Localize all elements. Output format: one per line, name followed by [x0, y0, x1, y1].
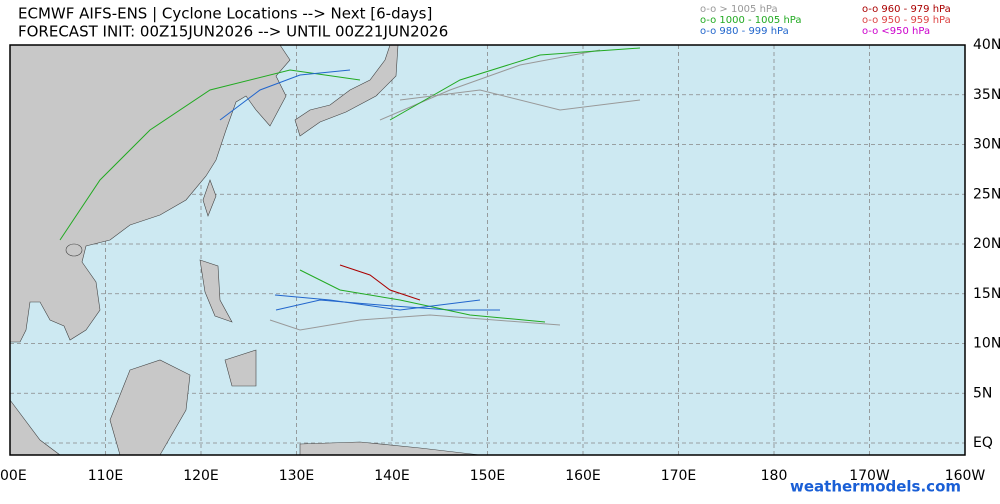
map-frame: [9, 44, 966, 456]
title: ECMWF AIFS-ENS | Cyclone Locations --> N…: [18, 5, 432, 23]
legend-entry: o-o 980 - 999 hPa: [700, 26, 789, 37]
lat-label: 5N: [973, 385, 992, 401]
lon-label: 170E: [661, 468, 697, 484]
lon-label: 130E: [279, 468, 315, 484]
graticule: [10, 45, 965, 455]
lat-label: 10N: [973, 336, 1000, 352]
legend-entry: o-o 950 - 959 hPa: [862, 15, 951, 26]
lon-label: 140E: [374, 468, 410, 484]
storm-tracks: [59, 47, 641, 331]
lon-label: 120E: [183, 468, 219, 484]
lat-label: EQ: [973, 435, 993, 451]
lon-label: 180: [761, 468, 788, 484]
lat-label: 20N: [973, 236, 1000, 252]
legend-entry: o-o 960 - 979 hPa: [862, 4, 951, 15]
lat-label: 40N: [973, 37, 1000, 53]
lat-label: 25N: [973, 186, 1000, 202]
watermark: weathermodels.com: [790, 478, 961, 496]
lat-label: 30N: [973, 137, 1000, 153]
lon-label: 160E: [565, 468, 601, 484]
lon-label: 150E: [470, 468, 506, 484]
lon-label: 160W: [945, 468, 986, 484]
legend-entry: o-o > 1005 hPa: [700, 4, 778, 15]
axis-labels: 40N 35N 30N 25N 20N 15N 10N 5N EQ 00E 110E 120E 130E…: [0, 37, 1000, 484]
lat-label: 35N: [973, 87, 1000, 103]
legend-entry: o-o <950 hPa: [862, 26, 930, 37]
legend-entry: o-o 1000 - 1005 hPa: [700, 15, 801, 26]
lon-label: 00E: [0, 468, 27, 484]
subtitle: FORECAST INIT: 00Z15JUN2026 --> UNTIL 00…: [18, 23, 448, 41]
lat-label: 15N: [973, 286, 1000, 302]
lon-label: 170W: [849, 468, 890, 484]
lon-label: 110E: [88, 468, 124, 484]
land: [9, 44, 481, 456]
